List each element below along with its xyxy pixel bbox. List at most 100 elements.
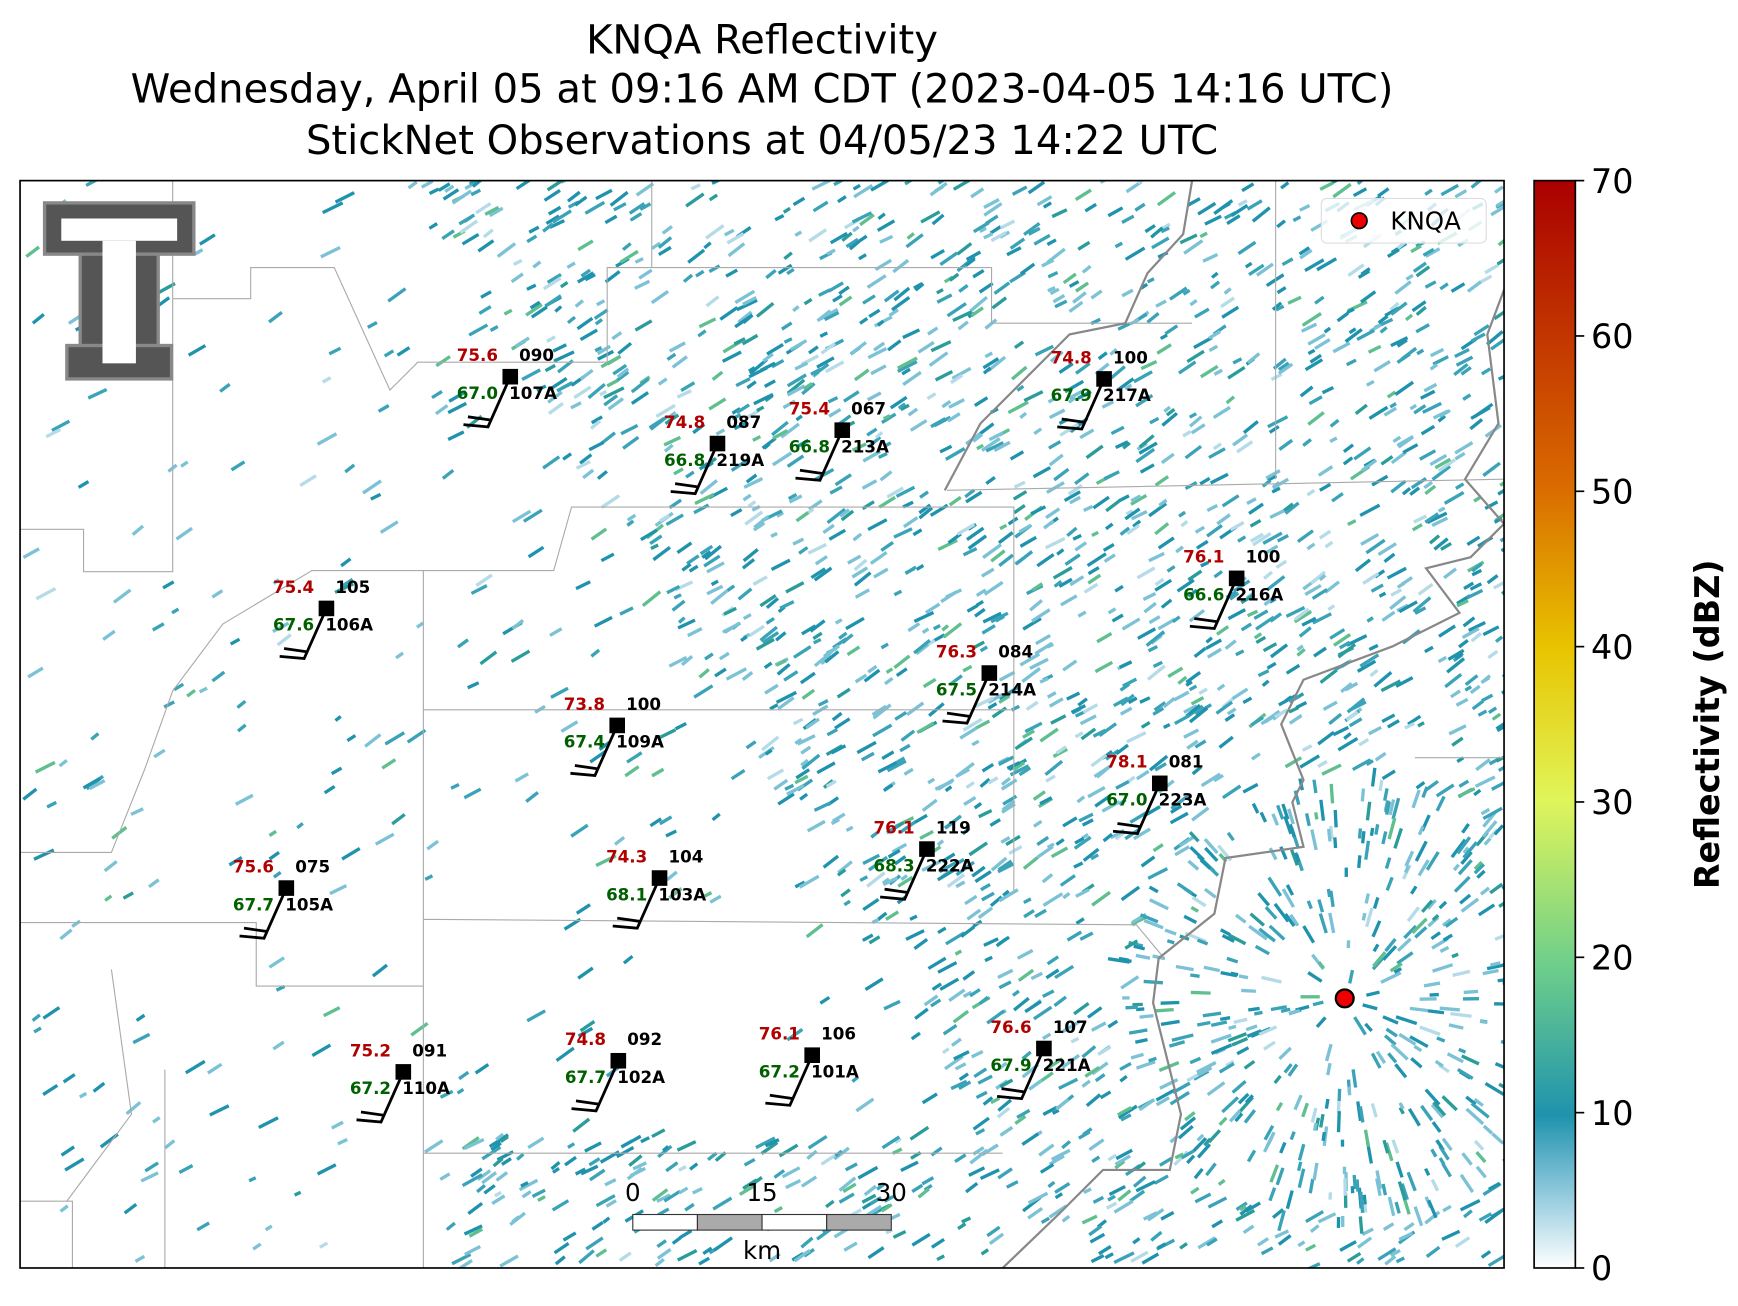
- dewpoint: 67.7: [233, 894, 274, 914]
- station-id: 102A: [617, 1067, 665, 1087]
- station-marker: [278, 880, 295, 896]
- title: KNQA Reflectivity: [586, 18, 938, 64]
- pressure: 075: [295, 856, 330, 876]
- legend: KNQA: [1320, 197, 1487, 244]
- station-marker: [804, 1047, 820, 1063]
- map-frame: [19, 179, 1505, 1269]
- station-id: 213A: [841, 436, 889, 456]
- scalebar: 0 15 30 km: [625, 1178, 907, 1265]
- station: 74.3 104 68.1 103A: [606, 846, 706, 930]
- map-area: [20, 180, 1505, 1268]
- station-id: 110A: [402, 1078, 450, 1098]
- station-marker: [834, 422, 851, 438]
- station: 76.1 106 67.2 101A: [759, 1024, 859, 1107]
- temperature: 74.8: [1051, 347, 1092, 367]
- station-marker: [1036, 1040, 1052, 1057]
- wind-barb: [996, 1047, 1046, 1101]
- station-marker: [1151, 775, 1168, 792]
- pressure: 106: [821, 1024, 856, 1044]
- colorbar-tick-label: 30: [1591, 783, 1634, 822]
- pressure: 084: [998, 641, 1033, 661]
- county-lines: [20, 180, 1505, 1268]
- colorbar-tick-label: 10: [1591, 1094, 1634, 1133]
- station-marker: [610, 1052, 627, 1069]
- station: 74.8 100 67.9 217A: [1051, 347, 1151, 431]
- station: 76.3 084 67.5 214A: [936, 641, 1036, 725]
- pressure: 100: [1113, 347, 1148, 367]
- colorbar-ticks: 0 10 20 30 40 50 60 70: [1575, 162, 1633, 1288]
- station-id: 103A: [658, 884, 706, 904]
- scale-tick: 30: [876, 1178, 907, 1207]
- dewpoint: 68.1: [606, 884, 647, 904]
- wind-barb: [356, 1071, 405, 1124]
- pressure: 081: [1169, 752, 1204, 772]
- temperature: 73.8: [564, 694, 605, 714]
- colorbar: [1533, 179, 1577, 1269]
- dewpoint: 67.2: [350, 1078, 391, 1098]
- station-id: 222A: [926, 855, 974, 875]
- wind-barb: [570, 724, 619, 778]
- dewpoint: 68.3: [873, 855, 914, 875]
- dewpoint: 67.7: [565, 1067, 606, 1087]
- scale-unit: km: [743, 1236, 781, 1265]
- station-id: 105A: [285, 894, 333, 914]
- temperature: 76.6: [990, 1017, 1031, 1037]
- temperature: 74.3: [606, 846, 647, 866]
- temperature: 75.4: [273, 577, 314, 597]
- wind-barb: [1057, 378, 1106, 431]
- temperature: 75.4: [789, 399, 830, 419]
- station: 75.6 075 67.7 105A: [233, 856, 333, 940]
- wind-barb: [880, 848, 929, 901]
- colorbar-tick-label: 40: [1591, 628, 1634, 667]
- station-marker: [919, 841, 935, 857]
- dewpoint: 67.9: [1051, 385, 1092, 405]
- pressure: 105: [335, 577, 370, 597]
- state-border: [943, 180, 1505, 1268]
- pressure: 107: [1053, 1017, 1088, 1037]
- temperature: 75.2: [350, 1040, 391, 1060]
- temperature: 76.1: [1183, 547, 1224, 567]
- wind-barb: [279, 607, 328, 661]
- station-marker: [651, 870, 668, 886]
- station-id: 109A: [616, 732, 664, 752]
- pressure: 067: [851, 399, 886, 419]
- pressure: 119: [936, 817, 971, 837]
- wind-barb: [463, 376, 512, 429]
- station-id: 214A: [988, 679, 1036, 699]
- scale-tick: 0: [625, 1178, 641, 1207]
- temperature: 74.8: [664, 412, 705, 432]
- pressure: 100: [626, 694, 661, 714]
- colorbar-tick-label: 60: [1591, 317, 1634, 356]
- dewpoint: 66.8: [789, 436, 830, 456]
- pressure: 091: [412, 1040, 447, 1060]
- station: 75.4 067 66.8 213A: [789, 399, 889, 482]
- radar-site: [1334, 988, 1355, 1009]
- pressure: 090: [519, 345, 554, 365]
- station-id: 219A: [716, 450, 764, 470]
- temperature: 76.3: [936, 641, 977, 661]
- station: 76.1 119 68.3 222A: [873, 817, 974, 901]
- temperature: 76.1: [873, 817, 914, 837]
- wind-barb: [942, 672, 991, 725]
- station: 75.2 091 67.2 110A: [350, 1040, 450, 1124]
- station-marker: [1228, 570, 1245, 587]
- pressure: 092: [627, 1029, 662, 1049]
- station: 74.8 092 67.7 102A: [565, 1029, 665, 1113]
- wind-barb: [1189, 577, 1238, 630]
- pressure: 104: [668, 846, 703, 866]
- station-id: 107A: [509, 383, 557, 403]
- wind-barb: [765, 1054, 814, 1107]
- temperature: 75.6: [457, 345, 498, 365]
- wind-barb: [1112, 782, 1162, 835]
- temperature: 76.1: [759, 1024, 800, 1044]
- pressure: 100: [1246, 547, 1281, 567]
- station: 74.8 087 66.8 219A: [664, 412, 764, 496]
- station-marker: [502, 368, 519, 385]
- dewpoint: 67.6: [273, 615, 314, 635]
- colorbar-tick-label: 20: [1591, 939, 1634, 978]
- dewpoint: 67.0: [1106, 790, 1147, 810]
- dewpoint: 67.5: [936, 679, 977, 699]
- dewpoint: 67.4: [564, 732, 605, 752]
- colorbar-label: Reflectivity (dBZ): [1688, 559, 1727, 889]
